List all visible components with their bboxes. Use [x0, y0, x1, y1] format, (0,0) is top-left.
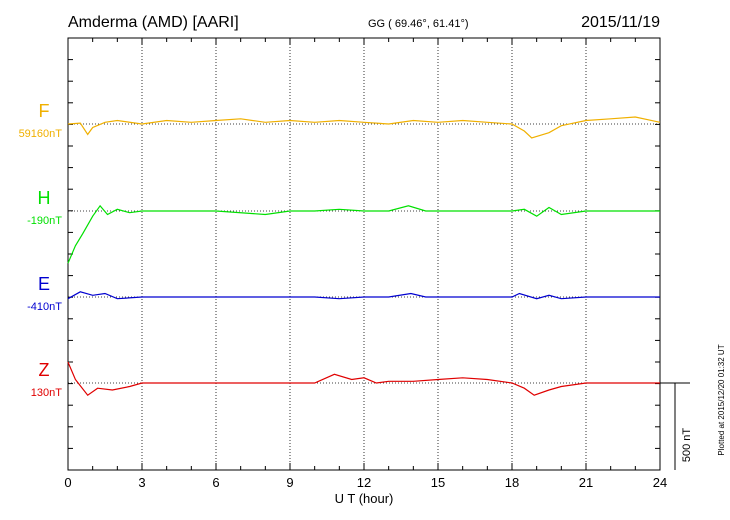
- geo-coords: GG ( 69.46°, 61.41°): [368, 18, 469, 30]
- grid-lines: [141, 38, 587, 470]
- component-name-E: E: [38, 274, 50, 294]
- component-name-H: H: [38, 188, 51, 208]
- trace-F: [67, 116, 661, 139]
- trace-Z: [67, 361, 660, 397]
- baseline-value-F: 59160nT: [19, 128, 63, 140]
- traces: [67, 116, 661, 397]
- station-title: Amderma (AMD) [AARI]: [68, 14, 239, 31]
- component-labels: F 59160nT H -190nT E -410nT Z 130nT: [19, 101, 63, 399]
- x-tick-label: 21: [579, 475, 593, 490]
- x-tick-label: 3: [138, 475, 145, 490]
- trace-H: [67, 204, 660, 264]
- scale-bar-label: 500 nT: [681, 428, 693, 463]
- x-tick-labels: 0 3 6 9 12 15 18 21 24: [64, 475, 667, 490]
- x-tick-label: 24: [653, 475, 667, 490]
- baseline-value-H: -190nT: [27, 215, 62, 227]
- scale-bar: 500 nT: [660, 382, 693, 470]
- x-axis-label: U T (hour): [335, 491, 394, 506]
- plot-date: 2015/11/19: [581, 14, 660, 31]
- x-tick-label: 6: [212, 475, 219, 490]
- component-name-Z: Z: [39, 360, 50, 380]
- axis-ticks: [67, 38, 661, 470]
- x-tick-label: 0: [64, 475, 71, 490]
- x-tick-label: 12: [357, 475, 371, 490]
- x-tick-label: 15: [431, 475, 445, 490]
- plotted-at-note: Plotted at 2015/12/20 01:32 UT: [717, 344, 726, 455]
- trace-E: [67, 291, 660, 300]
- x-tick-label: 9: [286, 475, 293, 490]
- baseline-value-Z: 130nT: [31, 387, 62, 399]
- baseline-value-E: -410nT: [27, 301, 62, 313]
- x-tick-label: 18: [505, 475, 519, 490]
- component-name-F: F: [39, 101, 50, 121]
